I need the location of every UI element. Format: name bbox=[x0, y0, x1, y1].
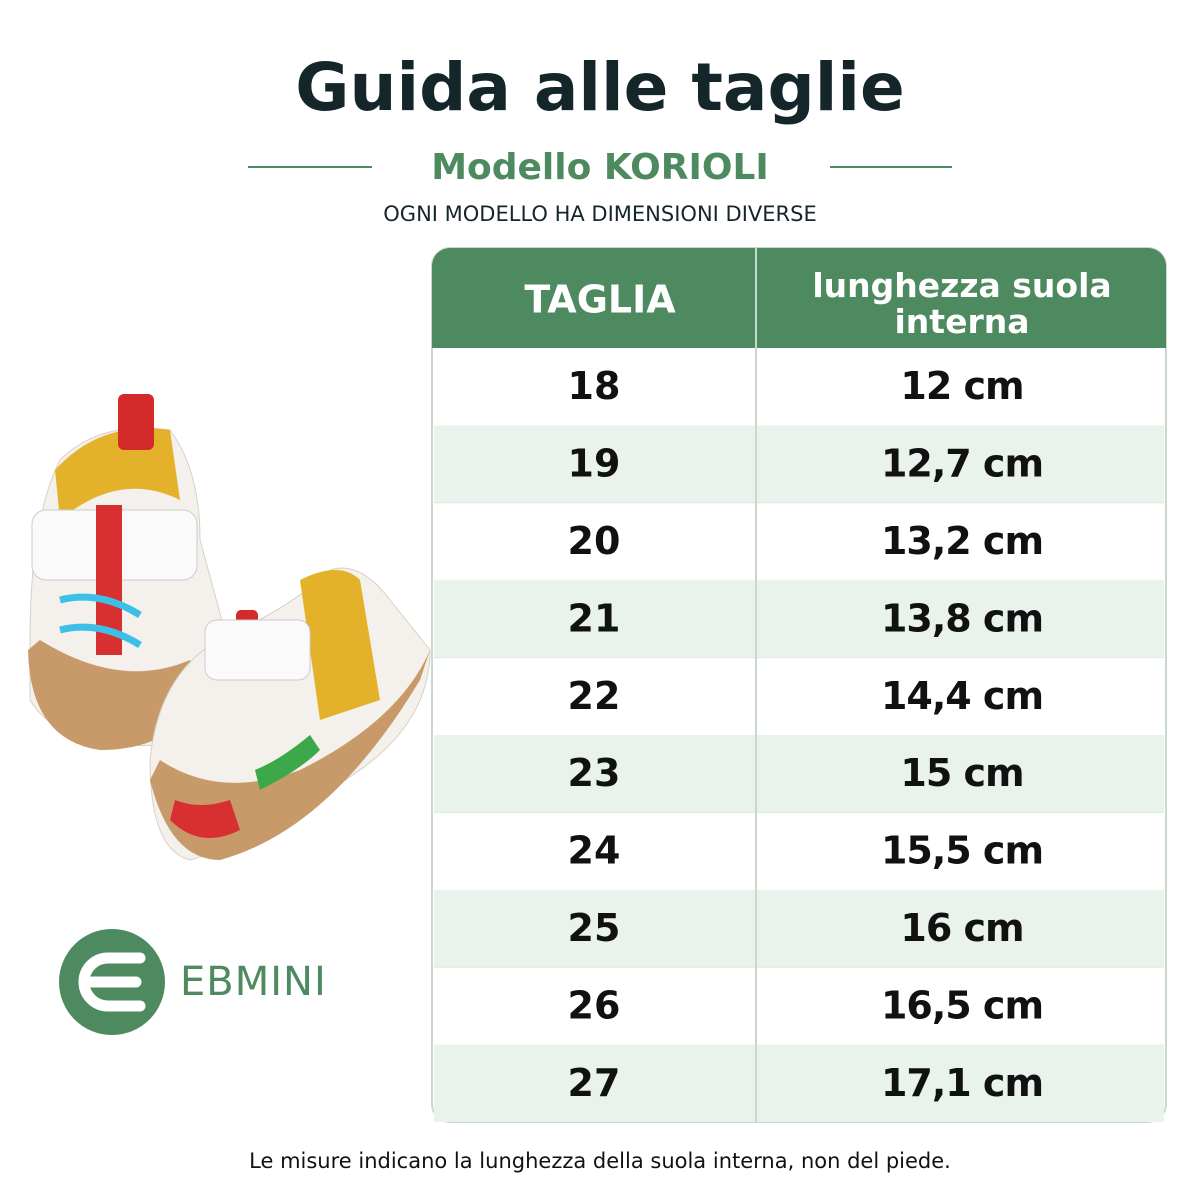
size-cell: 21 bbox=[568, 596, 621, 640]
footer-note: Le misure indicano la lunghezza della su… bbox=[249, 1149, 951, 1173]
length-cell: 13,8 cm bbox=[881, 596, 1043, 640]
title: Guida alle taglie bbox=[295, 49, 904, 126]
shoe-illustration bbox=[28, 394, 431, 861]
size-cell: 18 bbox=[568, 364, 621, 408]
table-header bbox=[432, 248, 1166, 348]
size-cell: 23 bbox=[568, 751, 621, 795]
length-cell: 14,4 cm bbox=[881, 674, 1043, 718]
row-band bbox=[434, 735, 1164, 813]
subtitle: Modello KORIOLI bbox=[431, 147, 769, 188]
row-band bbox=[434, 580, 1164, 658]
size-cell: 26 bbox=[568, 983, 621, 1027]
row-band bbox=[434, 1044, 1164, 1122]
column-header: TAGLIA bbox=[524, 278, 676, 322]
note: OGNI MODELLO HA DIMENSIONI DIVERSE bbox=[383, 202, 816, 226]
row-band bbox=[434, 889, 1164, 968]
row-band bbox=[434, 425, 1164, 503]
size-cell: 27 bbox=[568, 1061, 621, 1105]
length-cell: 16,5 cm bbox=[881, 983, 1043, 1027]
size-cell: 22 bbox=[568, 674, 621, 718]
length-cell: 15 cm bbox=[900, 751, 1023, 795]
logo-glyph bbox=[78, 952, 146, 1012]
table-frame bbox=[431, 247, 1167, 1123]
length-cell: 16 cm bbox=[900, 906, 1023, 950]
size-cell: 24 bbox=[568, 829, 621, 873]
length-cell: 12,7 cm bbox=[881, 442, 1043, 486]
logo-text: EBMINI bbox=[180, 959, 327, 1005]
length-cell: 13,2 cm bbox=[881, 519, 1043, 563]
table-body: 18 12 cm 19 12,7 cm 20 13,2 cm 21 13,8 cm 22 14,4… bbox=[434, 364, 1164, 1122]
size-cell: 20 bbox=[568, 519, 621, 563]
size-cell: 25 bbox=[568, 906, 621, 950]
column-header: lunghezza suola interna bbox=[812, 266, 1111, 341]
length-cell: 17,1 cm bbox=[881, 1061, 1043, 1105]
size-cell: 19 bbox=[568, 442, 621, 486]
length-cell: 12 cm bbox=[900, 364, 1023, 408]
length-cell: 15,5 cm bbox=[881, 829, 1043, 873]
